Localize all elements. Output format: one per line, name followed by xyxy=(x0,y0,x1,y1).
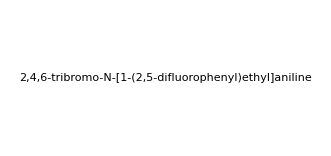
Text: 2,4,6-tribromo-N-[1-(2,5-difluorophenyl)ethyl]aniline: 2,4,6-tribromo-N-[1-(2,5-difluorophenyl)… xyxy=(19,73,312,83)
